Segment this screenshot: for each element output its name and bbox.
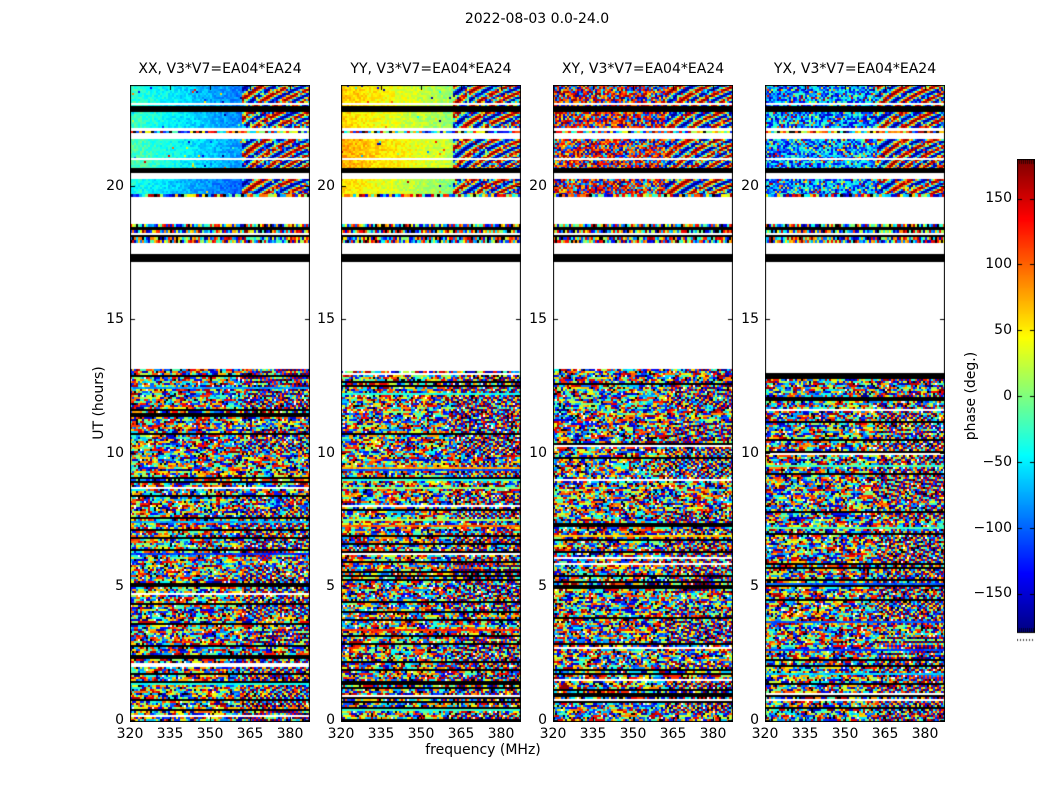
ytick-label: 20 <box>317 178 335 194</box>
heatmap-canvas-xy <box>553 85 733 722</box>
xtick-label: 350 <box>196 726 224 742</box>
xtick-label: 335 <box>156 726 184 742</box>
ytick-label: 5 <box>115 578 124 594</box>
ytick-label: 10 <box>317 445 335 461</box>
subplot-title-xx: XX, V3*V7=EA04*EA24 <box>138 61 302 77</box>
ytick-label: 0 <box>326 712 335 728</box>
colorbar: 150 100 50 0 −50 −100 −150 <box>974 159 1035 645</box>
subplot-yx: YX, V3*V7=EA04*EA24 320 335 350 365 380 … <box>741 61 945 741</box>
xtick-label: 320 <box>116 726 144 742</box>
xtick-label: 320 <box>327 726 355 742</box>
colorbar-canvas <box>1017 159 1035 645</box>
subplot-xx: XX, V3*V7=EA04*EA24 320 335 350 365 380 … <box>106 61 310 741</box>
xtick-label: 350 <box>831 726 859 742</box>
xtick-label: 380 <box>911 726 939 742</box>
xtick-label: 380 <box>276 726 304 742</box>
ytick-label: 15 <box>317 311 335 327</box>
x-axis-label: frequency (MHz) <box>425 742 541 758</box>
ytick-label: 15 <box>106 311 124 327</box>
y-axis-label: UT (hours) <box>91 366 107 440</box>
figure-title: 2022-08-03 0.0-24.0 <box>464 11 610 27</box>
colorbar-tick-label: 0 <box>1003 388 1012 404</box>
ytick-label: 10 <box>529 445 547 461</box>
xtick-label: 350 <box>407 726 435 742</box>
ytick-label: 20 <box>106 178 124 194</box>
subplot-title-xy: XY, V3*V7=EA04*EA24 <box>561 61 725 77</box>
ytick-label: 10 <box>106 445 124 461</box>
ytick-label: 0 <box>750 712 759 728</box>
ytick-label: 0 <box>115 712 124 728</box>
colorbar-tick-label: 150 <box>985 190 1012 206</box>
xtick-label: 365 <box>659 726 687 742</box>
xtick-label: 365 <box>236 726 264 742</box>
ytick-label: 15 <box>529 311 547 327</box>
subplot-xy: XY, V3*V7=EA04*EA24 320 335 350 365 380 … <box>529 61 733 741</box>
xtick-label: 335 <box>791 726 819 742</box>
ytick-label: 5 <box>326 578 335 594</box>
ytick-label: 5 <box>538 578 547 594</box>
xtick-label: 320 <box>539 726 567 742</box>
ytick-label: 0 <box>538 712 547 728</box>
colorbar-label: phase (deg.) <box>963 351 979 441</box>
colorbar-tick-label: 100 <box>985 256 1012 272</box>
ytick-label: 20 <box>529 178 547 194</box>
xtick-label: 380 <box>699 726 727 742</box>
ytick-label: 5 <box>750 578 759 594</box>
colorbar-tick-label: −50 <box>982 454 1012 470</box>
ytick-label: 15 <box>741 311 759 327</box>
subplot-yy: YY, V3*V7=EA04*EA24 320 335 350 365 380 … <box>317 61 521 741</box>
heatmap-canvas-xx <box>130 85 310 722</box>
xtick-label: 380 <box>487 726 515 742</box>
xtick-label: 365 <box>871 726 899 742</box>
colorbar-tick-label: −100 <box>973 520 1012 536</box>
xtick-label: 335 <box>367 726 395 742</box>
xtick-label: 350 <box>619 726 647 742</box>
ytick-label: 20 <box>741 178 759 194</box>
colorbar-tick-label: −150 <box>973 585 1012 601</box>
subplot-title-yy: YY, V3*V7=EA04*EA24 <box>350 61 512 77</box>
colorbar-tick-label: 50 <box>994 322 1012 338</box>
heatmap-canvas-yy <box>341 85 521 722</box>
xtick-label: 320 <box>751 726 779 742</box>
subplot-title-yx: YX, V3*V7=EA04*EA24 <box>773 61 937 77</box>
xtick-label: 365 <box>447 726 475 742</box>
ytick-label: 10 <box>741 445 759 461</box>
xtick-label: 335 <box>579 726 607 742</box>
heatmap-canvas-yx <box>765 85 945 722</box>
